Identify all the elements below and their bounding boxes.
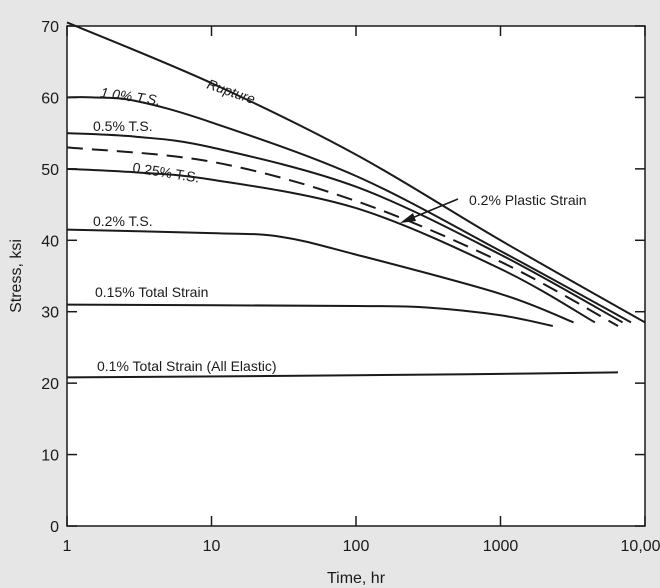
- y-tick-label: 60: [41, 90, 59, 107]
- series-line: [66, 167, 596, 324]
- series-line: [66, 228, 574, 324]
- y-axis-title: Stress, ksi: [8, 239, 25, 313]
- x-tick-label: 1: [63, 538, 72, 555]
- y-tick-label: 70: [41, 19, 59, 36]
- label-0-15-total-strain: 0.15% Total Strain: [95, 284, 208, 300]
- label-0-5-ts: 0.5% T.S.: [93, 118, 153, 134]
- axis-ticks: 1 10 100 1000 10,000 0 10 20 30 40 50 60 70: [41, 19, 660, 555]
- series-line: [66, 21, 646, 324]
- x-tick-label: 10: [203, 538, 221, 555]
- label-0-1-total-strain: 0.1% Total Strain (All Elastic): [97, 358, 276, 374]
- y-tick-label: 30: [41, 305, 59, 322]
- y-tick-label: 10: [41, 448, 59, 465]
- annotation-arrowhead: [400, 213, 416, 223]
- x-tick-label: 1000: [483, 538, 519, 555]
- y-tick-label: 20: [41, 376, 59, 393]
- y-tick-label: 50: [41, 162, 59, 179]
- curves: [66, 21, 646, 379]
- annotation-arrow-line: [411, 198, 459, 219]
- y-tick-label: 0: [50, 519, 59, 536]
- series-line: [66, 303, 554, 327]
- x-tick-label: 10,000: [621, 538, 660, 555]
- series-line: [66, 371, 619, 379]
- annotation-text: 0.2% Plastic Strain: [469, 192, 587, 208]
- x-axis-title: Time, hr: [327, 570, 386, 587]
- series-line: [66, 132, 624, 324]
- label-0-2-ts: 0.2% T.S.: [93, 213, 153, 229]
- series-line: [66, 96, 632, 324]
- x-tick-label: 100: [343, 538, 370, 555]
- plastic-strain-annotation: 0.2% Plastic Strain: [400, 192, 587, 223]
- y-tick-label: 40: [41, 233, 59, 250]
